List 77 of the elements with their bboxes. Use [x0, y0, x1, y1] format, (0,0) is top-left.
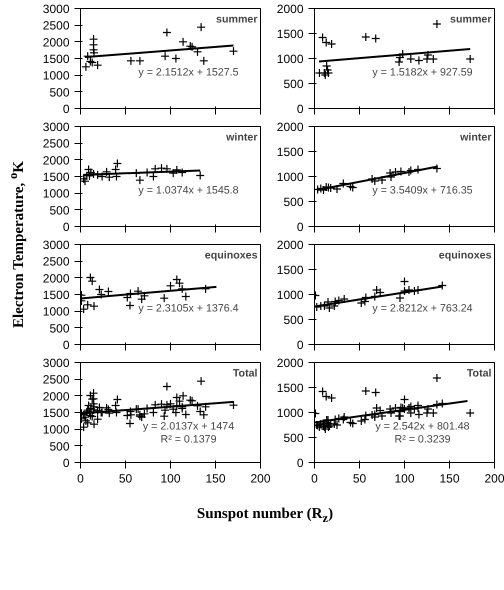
annotation: y = 1.5182x + 927.59: [372, 66, 473, 78]
y-tick-label: 500: [283, 195, 304, 209]
y-tick-label: 1000: [42, 186, 70, 201]
text: summer: [450, 14, 492, 26]
annotation: y = 2.542x + 801.48: [375, 420, 470, 432]
annotation: y = 3.5409x + 716.35: [372, 184, 473, 196]
y-tick-label: 2000: [276, 2, 304, 16]
y-tick-label: 1500: [42, 52, 70, 66]
y-tick-label: 1500: [42, 406, 70, 420]
annotation: y = 2.0137x + 1474: [142, 420, 234, 432]
annotation: y = 2.8212x + 763.24: [372, 302, 473, 314]
text: summer: [216, 14, 258, 26]
x-tick-label: 0: [311, 472, 318, 486]
y-tick-label: 1000: [276, 52, 304, 66]
y-tick-label: 1500: [42, 288, 70, 302]
y-tick-label: 2000: [42, 389, 70, 404]
x-tick-label: 50: [352, 472, 366, 486]
y-tick-label: 1500: [276, 145, 304, 159]
y-tick-label: 500: [49, 203, 70, 218]
y-tick-label: 3000: [42, 238, 70, 252]
y-tick-label: 1500: [276, 27, 304, 41]
y-tick-label: 0: [62, 220, 70, 234]
y-tick-label: 500: [283, 431, 304, 445]
y-tick-label: 1000: [42, 68, 70, 83]
annotation: R² = 0.1379: [160, 434, 217, 446]
y-tick-label: 3000: [42, 356, 70, 370]
y-tick-label: 0: [296, 102, 304, 116]
y-tick-label: 500: [49, 85, 70, 100]
x-tick-label: 100: [160, 472, 181, 486]
annotation: R² = 0.3239: [394, 434, 451, 446]
y-tick-label: 2000: [42, 271, 70, 286]
annotation: y = 1.0374x + 1545.8: [138, 184, 239, 196]
y-tick-label: 1000: [276, 288, 304, 302]
y-tick-label: 0: [296, 220, 304, 234]
y-tick-label: 2000: [42, 35, 70, 50]
text: equinoxes: [204, 250, 258, 262]
y-tick-label: 2000: [42, 153, 70, 168]
y-tick-label: 3000: [42, 120, 70, 134]
y-tick-label: 2000: [276, 356, 304, 370]
y-tick-label: 1000: [276, 170, 304, 184]
y-tick-label: 0: [296, 456, 304, 470]
y-tick-label: 2500: [42, 372, 70, 387]
text: equinoxes: [438, 250, 492, 262]
text: Total: [466, 368, 492, 380]
y-tick-label: 500: [49, 439, 70, 454]
x-tick-label: 150: [205, 472, 226, 486]
y-tick-label: 1500: [276, 263, 304, 277]
x-tick-label: 50: [118, 472, 132, 486]
text: winter: [459, 132, 492, 144]
y-tick-label: 1000: [276, 406, 304, 420]
x-tick-label: 150: [439, 472, 460, 486]
text: winter: [225, 132, 258, 144]
x-tick-label: 100: [394, 472, 415, 486]
y-tick-label: 0: [62, 456, 70, 470]
y-tick-label: 0: [62, 338, 70, 352]
y-tick-label: 2000: [276, 120, 304, 134]
y-tick-label: 1500: [42, 170, 70, 184]
y-tick-label: 3000: [42, 2, 70, 16]
y-tick-label: 0: [296, 338, 304, 352]
text: Total: [232, 368, 258, 380]
y-tick-label: 2500: [42, 136, 70, 151]
y-tick-label: 2500: [42, 254, 70, 269]
y-tick-label: 500: [283, 77, 304, 91]
x-tick-label: 200: [484, 472, 504, 486]
y-tick-label: 500: [49, 321, 70, 336]
y-tick-label: 1000: [42, 304, 70, 319]
y-tick-label: 2500: [42, 18, 70, 33]
x-tick-label: 200: [250, 472, 271, 486]
x-tick-label: 0: [77, 472, 84, 486]
y-tick-label: 0: [62, 102, 70, 116]
y-tick-label: 1500: [276, 381, 304, 395]
y-tick-label: 500: [283, 313, 304, 327]
y-tick-label: 2000: [276, 238, 304, 252]
y-tick-label: 1000: [42, 422, 70, 437]
annotation: y = 2.1512x + 1527.5: [138, 66, 239, 78]
annotation: y = 2.3105x + 1376.4: [138, 302, 239, 314]
x-axis-title: Sunspot number (R$_{z}$): [196, 505, 334, 527]
